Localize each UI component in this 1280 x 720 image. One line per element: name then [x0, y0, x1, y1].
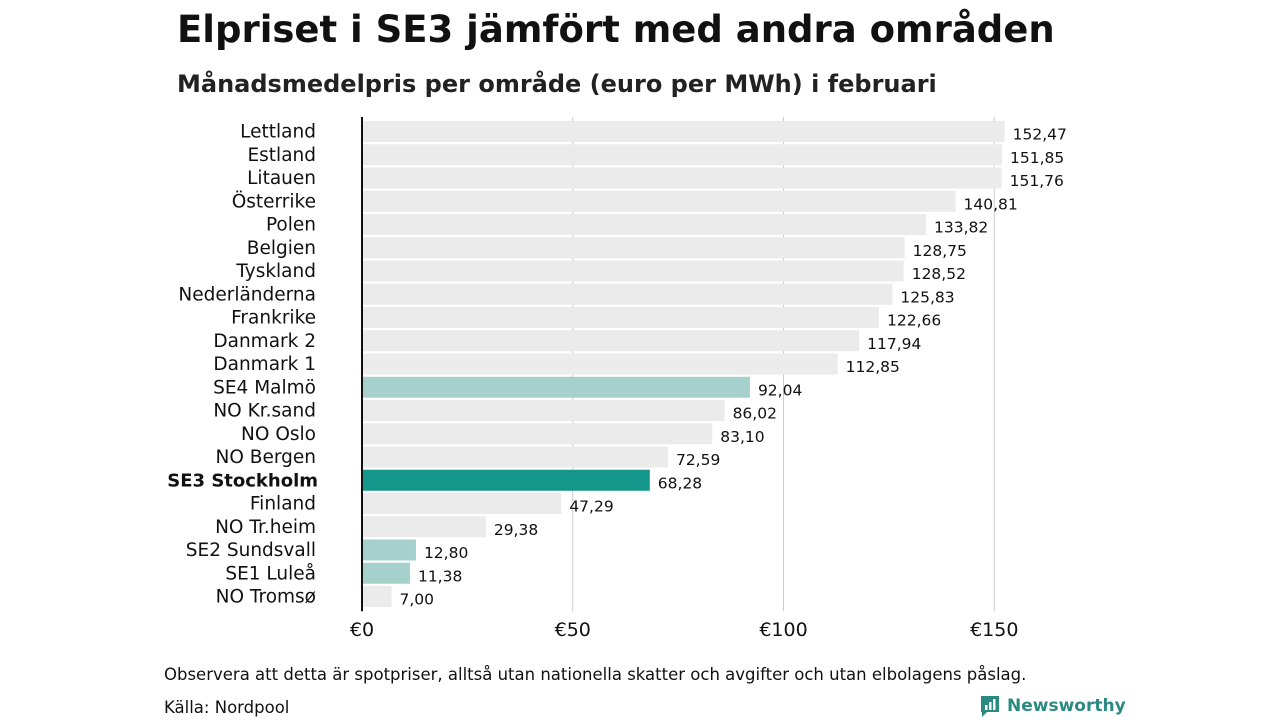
bar: [362, 330, 860, 352]
category-label: Belgien: [247, 238, 316, 259]
chart-title: Elpriset i SE3 jämfört med andra områden: [177, 8, 1055, 51]
bar: [362, 237, 905, 259]
value-label: 151,76: [1010, 172, 1064, 190]
category-label: Estland: [247, 145, 316, 166]
x-tick-label: €0: [350, 619, 374, 641]
source-note: Källa: Nordpool: [164, 698, 290, 717]
footnote: Observera att detta är spotpriser, allts…: [164, 665, 1027, 684]
category-label: NO Bergen: [216, 447, 317, 468]
bar: [362, 190, 956, 212]
bars: [362, 121, 1005, 607]
bar: [362, 586, 392, 607]
category-label: NO Tromsø: [216, 587, 316, 608]
category-label: NO Tr.heim: [215, 517, 316, 538]
x-tick-label: €100: [759, 619, 807, 641]
value-label: 152,47: [1013, 126, 1067, 144]
value-labels: 152,47 151,85 151,76 140,81 133,82 128,75 128,…: [400, 126, 1067, 609]
value-label: 68,28: [658, 474, 702, 492]
bar: [362, 353, 838, 375]
category-label: Litauen: [247, 168, 316, 189]
bar: [362, 539, 416, 561]
newsworthy-logo-icon: [981, 696, 999, 717]
value-label: 128,75: [913, 242, 967, 260]
brand-logo: Newsworthy: [979, 694, 1126, 718]
bar: [362, 446, 668, 468]
value-label: 7,00: [400, 591, 435, 609]
chart-subtitle: Månadsmedelpris per område (euro per MWh…: [177, 70, 937, 98]
bar: [362, 283, 893, 305]
category-label: Tyskland: [235, 261, 316, 282]
category-label: NO Oslo: [241, 424, 316, 445]
bar: [362, 516, 486, 538]
bar: [362, 400, 725, 421]
category-label: SE3 Stockholm: [167, 470, 318, 491]
value-label: 92,04: [758, 381, 802, 399]
value-label: 29,38: [494, 521, 538, 539]
value-label: 128,52: [912, 265, 966, 283]
bar: [362, 214, 927, 235]
bar: [362, 493, 562, 514]
category-label: SE1 Luleå: [225, 563, 316, 584]
value-label: 47,29: [569, 498, 613, 516]
bar: [362, 469, 650, 491]
bar: [362, 562, 410, 584]
x-tick-label: €150: [970, 619, 1018, 641]
bar: [362, 376, 750, 398]
value-label: 117,94: [867, 335, 921, 353]
brand-name: Newsworthy: [1007, 696, 1126, 716]
category-label: Polen: [266, 215, 316, 236]
category-label: Finland: [250, 494, 316, 515]
value-label: 125,83: [900, 288, 954, 306]
bar: [362, 121, 1005, 142]
category-label: Danmark 2: [213, 331, 316, 352]
category-label: Nederländerna: [178, 284, 316, 305]
category-label: Österrike: [232, 190, 316, 212]
bar: [362, 144, 1003, 166]
category-label: Lettland: [240, 122, 316, 143]
value-label: 12,80: [424, 544, 468, 562]
value-label: 151,85: [1010, 149, 1064, 167]
category-label: Frankrike: [231, 308, 316, 329]
value-label: 72,59: [676, 451, 720, 469]
value-label: 11,38: [418, 567, 462, 585]
value-label: 112,85: [846, 358, 900, 376]
category-label: SE4 Malmö: [213, 377, 316, 398]
value-label: 86,02: [733, 405, 777, 423]
value-label: 140,81: [964, 195, 1018, 213]
value-label: 83,10: [720, 428, 764, 446]
category-label: NO Kr.sand: [213, 401, 316, 422]
x-axis-ticks: €0 €50 €100 €150: [350, 619, 1019, 641]
x-tick-label: €50: [555, 619, 591, 641]
bar: [362, 307, 880, 328]
bar: [362, 167, 1002, 189]
bar: [362, 423, 713, 445]
value-label: 133,82: [934, 219, 988, 237]
value-label: 122,66: [887, 312, 941, 330]
bar: [362, 260, 904, 282]
category-label: Danmark 1: [213, 354, 316, 375]
category-label: SE2 Sundsvall: [186, 540, 316, 561]
